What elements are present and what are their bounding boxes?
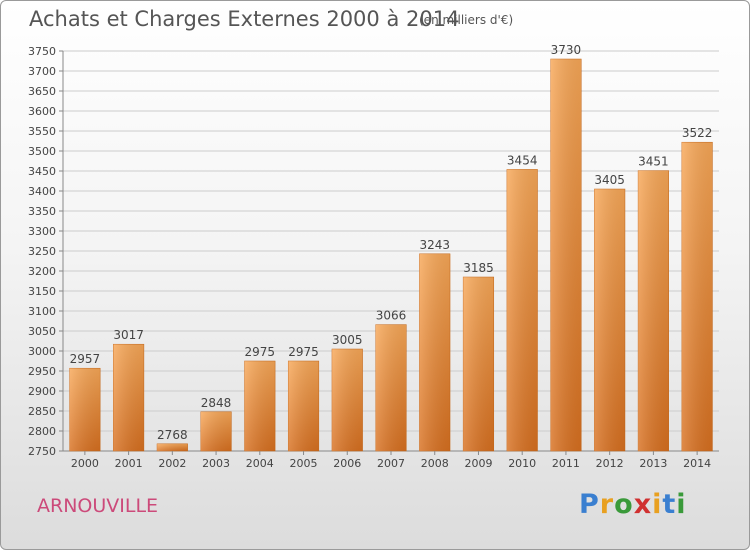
x-tick-label-2000: 2000 [71, 457, 99, 470]
y-tick-label: 2750 [28, 445, 56, 458]
y-tick-label: 3500 [28, 145, 56, 158]
logo-letter: i [676, 489, 687, 520]
x-tick-label-2013: 2013 [639, 457, 667, 470]
bar-shade-2008 [419, 253, 451, 451]
chart-title: Achats et Charges Externes 2000 à 2014 [29, 7, 460, 31]
x-tick-label-2004: 2004 [246, 457, 274, 470]
y-tick-label: 3550 [28, 125, 56, 138]
data-label-2012: 3405 [594, 173, 625, 187]
logo-letter: x [633, 489, 653, 520]
data-label-2009: 3185 [463, 261, 494, 275]
y-tick-label: 2900 [28, 385, 56, 398]
bars [69, 58, 713, 452]
logo-letter: o [614, 489, 634, 520]
y-tick-label: 3650 [28, 85, 56, 98]
data-label-2000: 2957 [70, 352, 101, 366]
commune-name: ARNOUVILLE [37, 495, 159, 517]
x-tick-label-2008: 2008 [421, 457, 449, 470]
y-tick-label: 3050 [28, 325, 56, 338]
y-tick-label: 3750 [28, 45, 56, 58]
data-label-2013: 3451 [638, 155, 669, 169]
data-label-2014: 3522 [682, 126, 713, 140]
y-tick-label: 3700 [28, 65, 56, 78]
bar-shade-2003 [200, 411, 232, 451]
data-label-2003: 2848 [201, 396, 232, 410]
bar-shade-2000 [69, 368, 101, 451]
data-label-2001: 3017 [113, 328, 144, 342]
data-label-2008: 3243 [419, 238, 450, 252]
bar-shade-2009 [463, 277, 494, 451]
y-tick-label: 3400 [28, 185, 56, 198]
data-label-2011: 3730 [551, 43, 582, 57]
x-tick-label-2005: 2005 [290, 457, 318, 470]
bar-shade-2001 [113, 344, 144, 451]
bar-shade-2007 [375, 324, 407, 451]
data-labels: 2957 3017 2768 2848 2975 2975 3005 3066 3243 3185… [70, 43, 713, 442]
data-label-2002: 2768 [157, 428, 188, 442]
data-label-2004: 2975 [245, 345, 276, 359]
y-tick-label: 3350 [28, 205, 56, 218]
data-label-2010: 3454 [507, 153, 538, 167]
x-axis-ticks: 2000 2001 2002 2003 2004 2005 2006 2007 2008 2009… [71, 451, 711, 470]
x-tick-label-2001: 2001 [115, 457, 143, 470]
bar-shade-2002 [157, 443, 188, 451]
y-tick-label: 3200 [28, 265, 56, 278]
x-tick-label-2012: 2012 [596, 457, 624, 470]
y-tick-label: 3450 [28, 165, 56, 178]
y-tick-label: 3300 [28, 225, 56, 238]
y-tick-label: 2950 [28, 365, 56, 378]
x-tick-label-2011: 2011 [552, 457, 580, 470]
logo-letter: P [579, 489, 600, 520]
x-tick-label-2003: 2003 [202, 457, 230, 470]
x-tick-label-2014: 2014 [683, 457, 711, 470]
y-tick-label: 3100 [28, 305, 56, 318]
y-tick-label: 3600 [28, 105, 56, 118]
y-tick-label: 3250 [28, 245, 56, 258]
data-label-2006: 3005 [332, 333, 363, 347]
y-tick-label: 2800 [28, 425, 56, 438]
data-label-2005: 2975 [288, 345, 319, 359]
x-tick-label-2009: 2009 [464, 457, 492, 470]
logo-letter: r [599, 489, 615, 520]
bar-shade-2004 [244, 361, 276, 451]
bar-shade-2005 [288, 361, 319, 451]
chart-subtitle: (en milliers d'€) [419, 13, 514, 27]
x-tick-label-2006: 2006 [333, 457, 361, 470]
x-tick-label-2007: 2007 [377, 457, 405, 470]
bar-shade-2012 [594, 189, 625, 451]
y-tick-label: 3000 [28, 345, 56, 358]
bar-shade-2013 [638, 170, 669, 451]
bar-shade-2010 [506, 169, 538, 451]
y-axis-ticks: 2750 2800 2850 2900 2950 3000 3050 3100 3150 3200… [28, 45, 63, 458]
data-label-2007: 3066 [376, 309, 407, 323]
y-tick-label: 3150 [28, 285, 56, 298]
bar-shade-2014 [681, 142, 713, 451]
logo-letter: t [662, 489, 677, 520]
y-tick-label: 2850 [28, 405, 56, 418]
logo-letter: i [652, 489, 663, 520]
bar-shade-2011 [550, 59, 582, 451]
bar-shade-2006 [331, 349, 363, 451]
proxiti-logo: Proxiti [579, 489, 687, 520]
x-tick-label-2002: 2002 [158, 457, 186, 470]
x-tick-label-2010: 2010 [508, 457, 536, 470]
